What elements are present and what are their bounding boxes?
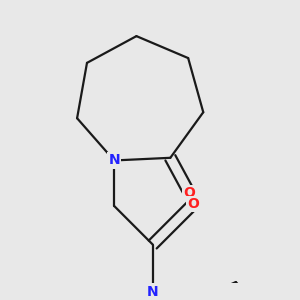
Text: O: O (184, 186, 195, 200)
Text: O: O (187, 197, 199, 211)
Text: N: N (108, 154, 120, 167)
Text: N: N (147, 285, 158, 299)
